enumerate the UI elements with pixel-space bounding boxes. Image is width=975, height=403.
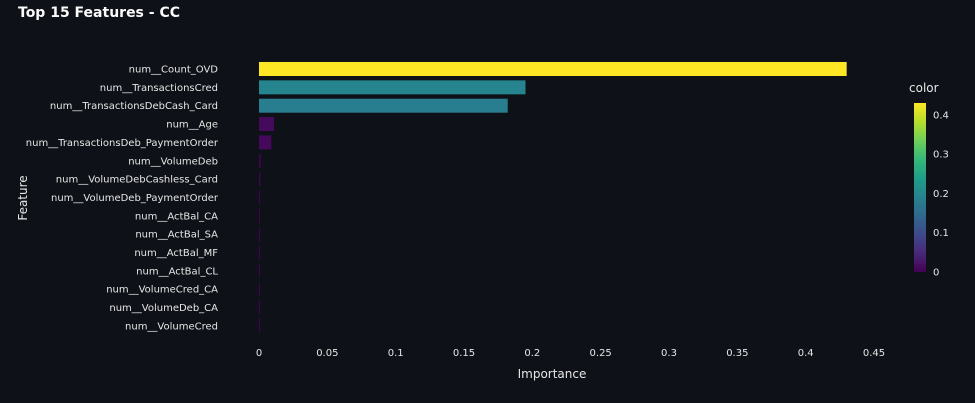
bar-2 xyxy=(259,98,508,113)
y-tick-label: num__TransactionsDebCash_Card xyxy=(50,101,218,112)
bar-6 xyxy=(259,172,261,187)
x-tick-label: 0.4 xyxy=(798,348,814,359)
bar-1 xyxy=(259,80,526,95)
bar-12 xyxy=(259,282,260,297)
x-tick-label: 0.2 xyxy=(524,348,540,359)
x-tick-label: 0.15 xyxy=(453,348,475,359)
x-tick-label: 0 xyxy=(256,348,262,359)
y-tick-label: num__ActBal_MF xyxy=(134,248,218,259)
bar-3 xyxy=(259,117,275,132)
x-tick-label: 0.05 xyxy=(316,348,338,359)
colorbar-tick-label: 0 xyxy=(933,268,939,279)
y-tick-label: num__VolumeCred_CA xyxy=(106,285,218,296)
bar-10 xyxy=(259,245,260,260)
x-tick-label: 0.3 xyxy=(661,348,677,359)
bar-11 xyxy=(259,263,260,278)
bar-14 xyxy=(259,318,260,333)
x-tick-label: 0.25 xyxy=(590,348,612,359)
x-tick-label: 0.1 xyxy=(388,348,404,359)
bar-5 xyxy=(259,153,261,168)
y-tick-label: num__VolumeDeb_PaymentOrder xyxy=(51,193,219,204)
colorbar-tick-labels: 0 0.1 0.2 0.3 0.4 xyxy=(933,110,949,278)
colorbar-tick-label: 0.4 xyxy=(933,110,949,121)
x-axis-title: Importance xyxy=(518,367,587,381)
y-axis-title: Feature xyxy=(16,175,30,220)
x-tick-label: 0.45 xyxy=(863,348,885,359)
colorbar-tick-label: 0.1 xyxy=(933,228,949,239)
y-tick-label: num__VolumeDebCashless_Card xyxy=(56,175,218,186)
bar-9 xyxy=(259,227,260,242)
y-tick-label: num__TransactionsCred xyxy=(100,83,218,94)
bar-0 xyxy=(259,62,847,76)
y-tick-labels: num__Count_OVD num__TransactionsCred num__… xyxy=(26,65,219,333)
colorbar-tick-label: 0.2 xyxy=(933,189,949,200)
y-tick-label: num__ActBal_SA xyxy=(135,230,218,241)
bar-4 xyxy=(259,135,272,150)
colorbar-gradient xyxy=(914,103,926,272)
y-tick-label: num__VolumeDeb xyxy=(128,156,218,167)
x-tick-labels: 0 0.05 0.1 0.15 0.2 0.25 0.3 0.35 0.4 0.45 xyxy=(256,348,885,359)
y-tick-label: num__ActBal_CA xyxy=(135,211,218,222)
bar-8 xyxy=(259,208,260,223)
chart-title: Top 15 Features - CC xyxy=(18,5,180,21)
bar-13 xyxy=(259,300,260,315)
y-tick-label: num__Count_OVD xyxy=(129,65,219,76)
colorbar-tick-label: 0.3 xyxy=(933,150,949,161)
bars-group xyxy=(259,62,847,333)
colorbar-title: color xyxy=(909,81,939,95)
bar-7 xyxy=(259,190,260,205)
y-tick-label: num__TransactionsDeb_PaymentOrder xyxy=(26,138,219,149)
y-tick-label: num__VolumeCred xyxy=(125,321,218,332)
y-tick-label: num__Age xyxy=(166,120,218,131)
y-tick-label: num__VolumeDeb_CA xyxy=(109,303,218,314)
x-tick-label: 0.35 xyxy=(726,348,748,359)
colorbar: color 0 0.1 0.2 0.3 0.4 xyxy=(909,81,949,279)
y-tick-label: num__ActBal_CL xyxy=(136,266,218,277)
